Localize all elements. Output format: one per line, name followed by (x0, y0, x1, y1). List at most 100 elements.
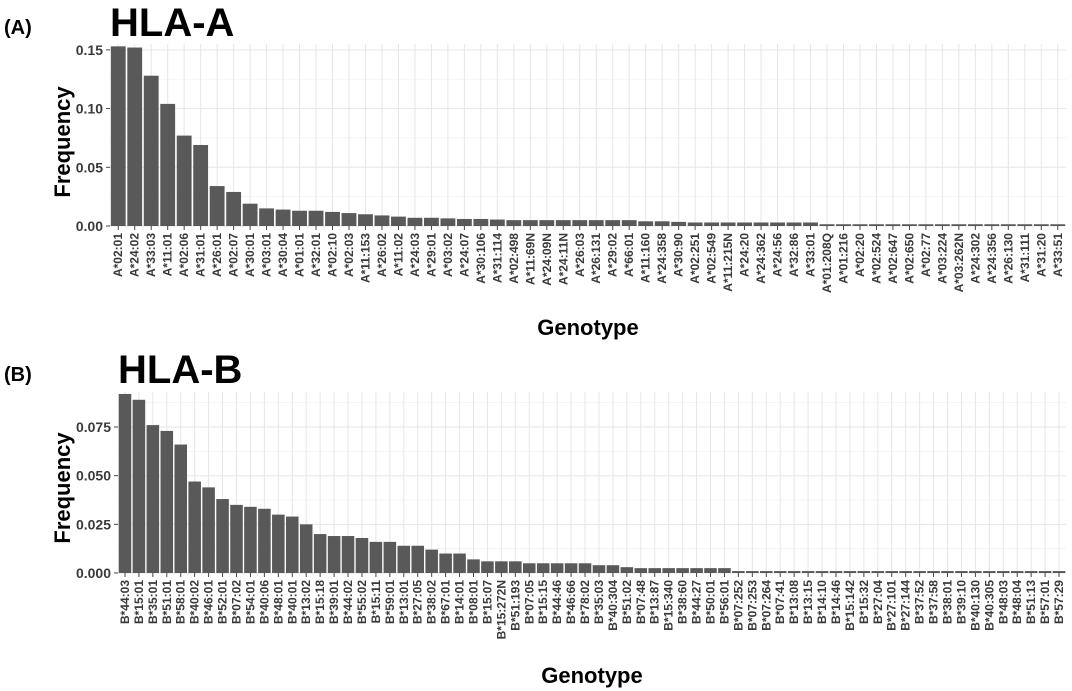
panel-a-x-tick-label: A*26:03 (573, 233, 587, 277)
panel-b-x-tick-label: B*14:10 (815, 580, 829, 624)
panel-b-bar-B*39:01 (327, 536, 341, 573)
panel-b-x-tick-label: B*40:01 (285, 580, 299, 624)
panel-b-x-tick-label: B*56:01 (717, 580, 731, 624)
panel-a-title: HLA-A (110, 1, 234, 45)
panel-a-bar-A*26:130 (1000, 224, 1016, 226)
panel-a-bar-A*11:01 (160, 103, 176, 226)
panel-b-x-tick-label: B*38:02 (425, 580, 439, 624)
panel-b-bar-B*57:29 (1052, 571, 1066, 573)
panel-a-x-tick-label: A*26:130 (1001, 233, 1015, 284)
panel-a-x-tick-label: A*11:153 (358, 233, 372, 283)
panel-b-bar-B*14:46 (829, 571, 843, 573)
panel-a-bar-A*03:224 (934, 224, 950, 226)
panel-b-x-tick-label: B*15:142 (843, 580, 857, 631)
panel-a-x-tick-label: A*26:02 (375, 233, 389, 277)
panel-b-bar-B*40:305 (983, 571, 996, 573)
panel-a-bar-A*24:11N (555, 220, 571, 226)
panel-b-bar-B*15:18 (313, 534, 327, 573)
panel-b-bar-B*46:01 (202, 487, 215, 573)
panel-a-bar-A*02:10 (325, 211, 340, 226)
panel-b-bar-B*07:252 (732, 571, 745, 573)
panel-a-x-tick-label: A*24:02 (128, 233, 142, 277)
panel-b-x-tick-label: B*37:58 (927, 580, 941, 624)
panel-b-x-tick-label: B*15:01 (132, 580, 146, 624)
panel-b-x-tick-label: B*35:01 (146, 580, 160, 624)
panel-b-x-tick-label: B*54:01 (243, 580, 257, 624)
panel-a-bar-A*31:114 (489, 219, 505, 226)
panel-b-bar-B*13:87 (648, 568, 662, 573)
panel-b-x-tick-label: B*07:48 (634, 580, 648, 624)
panel-b-x-tick-label: B*52:01 (216, 580, 230, 624)
panel-b-bar-B*13:08 (787, 571, 801, 573)
panel-b-x-tick-label: B*40:02 (188, 580, 202, 624)
panel-b-bar-B*15:32 (857, 571, 871, 573)
panel-a-bar-A*32:01 (308, 210, 324, 226)
panel-b-bar-B*50:01 (704, 568, 717, 573)
panel-b-bar-B*37:58 (927, 571, 940, 573)
panel-b-bar-B*38:02 (425, 549, 438, 573)
panel-a-bar-A*29:01 (423, 217, 439, 226)
panel-b-bar-B*44:02 (341, 536, 355, 573)
panel-b-bar-B*54:01 (244, 506, 257, 573)
panel-b-bar-B*27:101 (885, 571, 899, 573)
panel-b-bar-B*07:253 (746, 571, 759, 573)
panel-b-bar-B*27:144 (899, 571, 912, 573)
panel-b-x-tick-label: B*07:264 (759, 580, 773, 631)
panel-a-bar-A*24:07 (456, 218, 472, 226)
panel-b-x-tick-label: B*07:252 (731, 580, 745, 631)
panel-b-x-tick-label: B*48:01 (271, 580, 285, 624)
panel-a-bar-A*01:216 (836, 224, 851, 226)
panel-a-x-tick-label: A*33:01 (804, 233, 818, 277)
panel-a-x-tick-label: A*03:262N (952, 233, 966, 292)
panel-b-x-tick-label: B*37:52 (913, 580, 927, 624)
panel-a-y-tick-label: 0.00 (76, 218, 103, 234)
panel-a-bar-A*02:20 (852, 224, 868, 226)
panel-a-bar-A*66:01 (621, 220, 637, 226)
panel-b-bar-B*38:01 (941, 571, 954, 573)
panel-b-x-tick-label: B*14:01 (453, 580, 467, 624)
panel-b-bar-B*37:52 (913, 571, 926, 573)
panel-b-x-tick-label: B*39:10 (954, 580, 968, 624)
panel-b-x-tick-label: B*46:66 (564, 580, 578, 624)
panel-b-bar-B*27:05 (411, 545, 425, 573)
panel-a-x-tick-label: A*11:02 (391, 233, 405, 277)
panel-b-bar-B*13:15 (801, 571, 815, 573)
panel-b-x-tick-label: B*38:60 (676, 580, 690, 624)
panel-a-x-tick-label: A*02:498 (507, 233, 521, 284)
panel-a-x-tick-label: A*29:01 (424, 233, 438, 277)
panel-b-bar-B*35:03 (592, 565, 606, 573)
panel-b-bar-B*44:27 (690, 568, 703, 573)
panel-a-bar-A*02:03 (341, 213, 357, 226)
panel-a-bar-A*02:549 (704, 222, 720, 226)
panel-b-bar-B*40:06 (258, 508, 271, 573)
panel-b-bar-B*46:66 (564, 563, 578, 573)
panel-a-x-tick-label: A*03:02 (441, 233, 455, 277)
panel-a-y-tick-label: 0.10 (76, 101, 103, 117)
panel-a-bar-A*02:77 (918, 224, 934, 226)
panel-a-x-tick-label: A*02:647 (886, 233, 900, 284)
panel-b-x-tick-label: B*58:01 (174, 580, 188, 624)
panel-a-bar-A*26:01 (209, 186, 225, 226)
panel-a-bar-A*02:524 (869, 224, 884, 226)
panel-b-bar-B*55:02 (355, 537, 369, 573)
panel-b-bar-B*48:01 (272, 514, 285, 573)
panel-b-bar-B*15:15 (536, 563, 550, 573)
panel-a-y-tick-label: 0.15 (76, 42, 103, 58)
panel-a-bar-A*02:07 (226, 191, 242, 226)
panel-b-bar-B*51:01 (160, 430, 174, 573)
panel-b-bar-B*51:193 (509, 561, 522, 573)
panel-a-bar-A*02:650 (901, 224, 917, 226)
panel-b-bar-B*15:11 (369, 541, 383, 573)
panel-b-x-tick-label: B*13:01 (397, 580, 411, 624)
panel-b-x-tick-label: B*08:01 (467, 580, 481, 624)
panel-a-x-tick-label: A*02:01 (111, 233, 125, 277)
panel-b-bar-B*57:01 (1038, 571, 1052, 573)
panel-b-bar-B*15:142 (843, 571, 857, 573)
panel-a-x-tick-label: A*31:114 (490, 233, 504, 283)
panel-b-x-tick-label: B*39:01 (327, 580, 341, 624)
panel-a-x-axis-title: Genotype (537, 315, 638, 340)
panel-a-bar-A*03:01 (259, 208, 275, 226)
panel-a-bar-A*31:20 (1033, 224, 1049, 226)
panel-b-x-tick-label: B*51:01 (160, 580, 174, 624)
panel-a-x-tick-label: A*66:01 (622, 233, 636, 277)
